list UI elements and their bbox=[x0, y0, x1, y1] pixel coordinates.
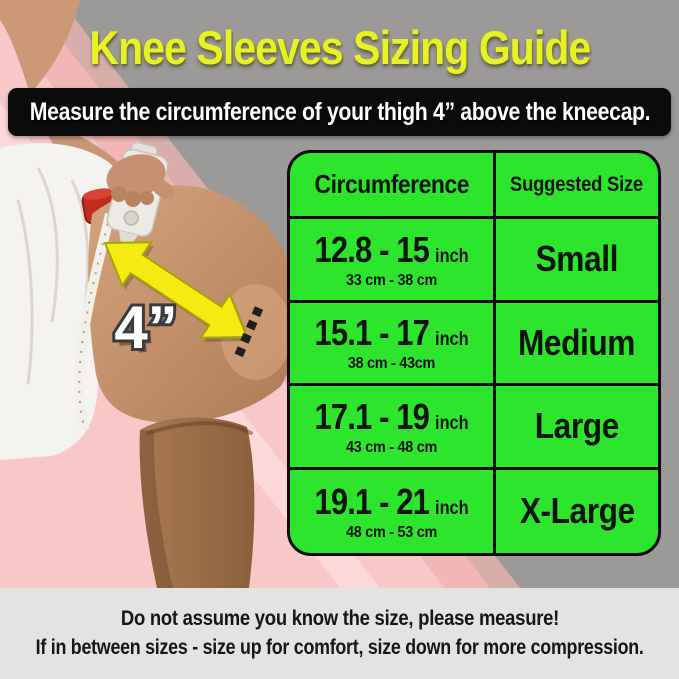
size-label: X-Large bbox=[519, 490, 635, 532]
table-row-small-size: Small bbox=[496, 219, 658, 303]
size-label: Small bbox=[535, 238, 619, 280]
instruction-bar: Measure the circumference of your thigh … bbox=[8, 88, 671, 136]
table-row-large-circumference: 17.1 - 19 inch 43 cm - 48 cm bbox=[290, 386, 496, 470]
inch-unit: inch bbox=[434, 329, 469, 351]
cm-range: 43 cm - 48 cm bbox=[346, 438, 437, 456]
inch-range-value: 15.1 - 17 bbox=[314, 312, 429, 354]
cm-range: 38 cm - 43cm bbox=[347, 355, 436, 373]
header-suggested-size: Suggested Size bbox=[496, 153, 658, 219]
page-title-text: Knee Sleeves Sizing Guide bbox=[89, 20, 591, 74]
inch-range: 15.1 - 17 inch bbox=[314, 312, 468, 354]
footer-line-between-sizes: If in between sizes - size up for comfor… bbox=[35, 636, 644, 659]
table-row-large-size: Large bbox=[496, 386, 658, 470]
inch-unit: inch bbox=[434, 497, 469, 519]
footer-note: Do not assume you know the size, please … bbox=[0, 588, 679, 679]
instruction-text: Measure the circumference of your thigh … bbox=[29, 97, 650, 126]
inch-range-value: 19.1 - 21 bbox=[314, 480, 429, 522]
calf-leg bbox=[139, 417, 255, 588]
page-title: Knee Sleeves Sizing Guide bbox=[0, 10, 679, 84]
header-circumference: Circumference bbox=[290, 153, 496, 219]
inch-range-value: 12.8 - 15 bbox=[314, 228, 429, 270]
inch-range-value: 17.1 - 19 bbox=[314, 395, 429, 437]
table-row-small-circumference: 12.8 - 15 inch 33 cm - 38 cm bbox=[290, 219, 496, 303]
four-inch-annotation: 4” 4” bbox=[111, 291, 184, 367]
table-row-xlarge-size: X-Large bbox=[496, 470, 658, 554]
table-row-medium-circumference: 15.1 - 17 inch 38 cm - 43cm bbox=[290, 302, 496, 386]
table-row-xlarge-circumference: 19.1 - 21 inch 48 cm - 53 cm bbox=[290, 469, 496, 553]
header-suggested-size-label: Suggested Size bbox=[510, 172, 644, 196]
header-circumference-label: Circumference bbox=[314, 169, 469, 199]
four-inch-annotation-text: 4” bbox=[114, 294, 177, 361]
footer-line-measure: Do not assume you know the size, please … bbox=[120, 607, 559, 630]
cm-range: 33 cm - 38 cm bbox=[346, 271, 437, 289]
inch-unit: inch bbox=[434, 245, 469, 267]
table-row-medium-size: Medium bbox=[496, 303, 658, 386]
size-label: Large bbox=[534, 405, 620, 447]
inch-range: 19.1 - 21 inch bbox=[314, 481, 468, 523]
inch-range: 12.8 - 15 inch bbox=[314, 229, 468, 271]
inch-range: 17.1 - 19 inch bbox=[314, 396, 468, 438]
cm-range: 48 cm - 53 cm bbox=[346, 523, 437, 541]
size-label: Medium bbox=[518, 321, 636, 363]
inch-unit: inch bbox=[434, 412, 469, 434]
sizing-table: Circumference Suggested Size 12.8 - 15 i… bbox=[287, 150, 661, 556]
kneecap-dotted-line bbox=[233, 306, 264, 359]
four-inch-annotation-shadow: 4” bbox=[115, 295, 184, 367]
hand bbox=[106, 154, 175, 207]
